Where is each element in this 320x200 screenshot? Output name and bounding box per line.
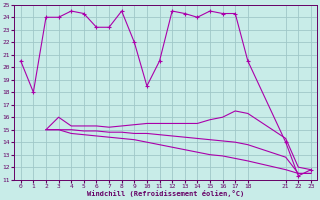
X-axis label: Windchill (Refroidissement éolien,°C): Windchill (Refroidissement éolien,°C) [87,190,244,197]
